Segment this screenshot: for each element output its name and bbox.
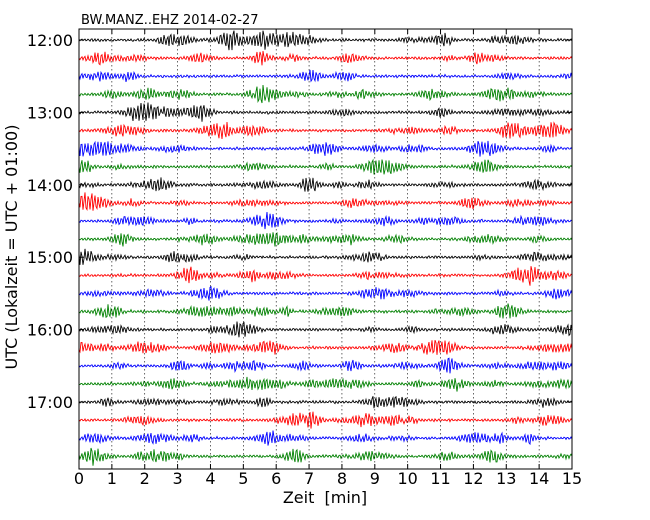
seismic-trace — [78, 140, 573, 157]
seismic-trace — [78, 340, 573, 355]
x-tick-label: 13 — [496, 469, 516, 488]
y-tick-label: 13:00 — [27, 103, 73, 122]
x-tick-label: 3 — [173, 469, 183, 488]
x-tick-label: 4 — [205, 469, 215, 488]
x-tick-label: 2 — [140, 469, 150, 488]
x-tick-label: 15 — [562, 469, 582, 488]
seismic-trace — [78, 321, 573, 338]
x-tick-label: 6 — [271, 469, 281, 488]
trace-group — [78, 30, 573, 466]
x-tick-label: 10 — [397, 469, 417, 488]
seismic-trace — [78, 121, 573, 139]
seismic-trace — [78, 303, 573, 319]
seismic-trace — [78, 158, 573, 175]
seismic-trace — [78, 84, 573, 104]
x-tick-label: 11 — [430, 469, 450, 488]
seismic-trace — [78, 447, 573, 466]
x-tick-label: 0 — [74, 469, 84, 488]
seismic-trace — [78, 211, 573, 230]
y-tick-label: 12:00 — [27, 31, 73, 50]
y-tick-label: 16:00 — [27, 321, 73, 340]
plot-frame — [78, 28, 573, 470]
y-axis-ticks: 12:00 13:00 14:00 15:00 16:00 17:00 — [27, 31, 572, 412]
y-tick-label: 17:00 — [27, 393, 73, 412]
seismic-trace — [78, 411, 573, 429]
seismic-trace — [78, 30, 573, 51]
x-tick-label: 8 — [337, 469, 347, 488]
x-tick-label: 9 — [370, 469, 380, 488]
seismic-trace — [78, 285, 573, 301]
y-tick-label: 14:00 — [27, 176, 73, 195]
x-grid — [111, 29, 540, 469]
seismic-trace — [78, 231, 573, 247]
y-axis-label: UTC (Lokalzeit = UTC + 01:00) — [2, 125, 21, 370]
seismic-trace — [78, 192, 573, 212]
seismic-trace — [78, 102, 573, 122]
seismic-trace — [78, 177, 573, 192]
seismic-trace — [78, 357, 573, 374]
x-tick-label: 5 — [238, 469, 248, 488]
seismic-trace — [78, 395, 573, 409]
seismic-trace — [78, 69, 573, 83]
y-tick-label: 15:00 — [27, 248, 73, 267]
x-tick-label: 14 — [529, 469, 549, 488]
chart-title: BW.MANZ..EHZ 2014-02-27 — [81, 13, 259, 28]
x-tick-label: 7 — [304, 469, 314, 488]
seismic-trace — [78, 51, 573, 66]
x-axis-label: Zeit [min] — [283, 488, 367, 507]
seismic-trace — [78, 376, 573, 392]
x-tick-label: 12 — [463, 469, 483, 488]
seismic-trace — [78, 248, 573, 265]
seismic-trace — [78, 266, 573, 286]
x-tick-label: 1 — [107, 469, 117, 488]
x-axis-ticks: 0 1 2 3 4 5 6 7 8 9 10 11 12 13 14 15 — [74, 29, 582, 488]
seismic-trace — [78, 430, 573, 446]
